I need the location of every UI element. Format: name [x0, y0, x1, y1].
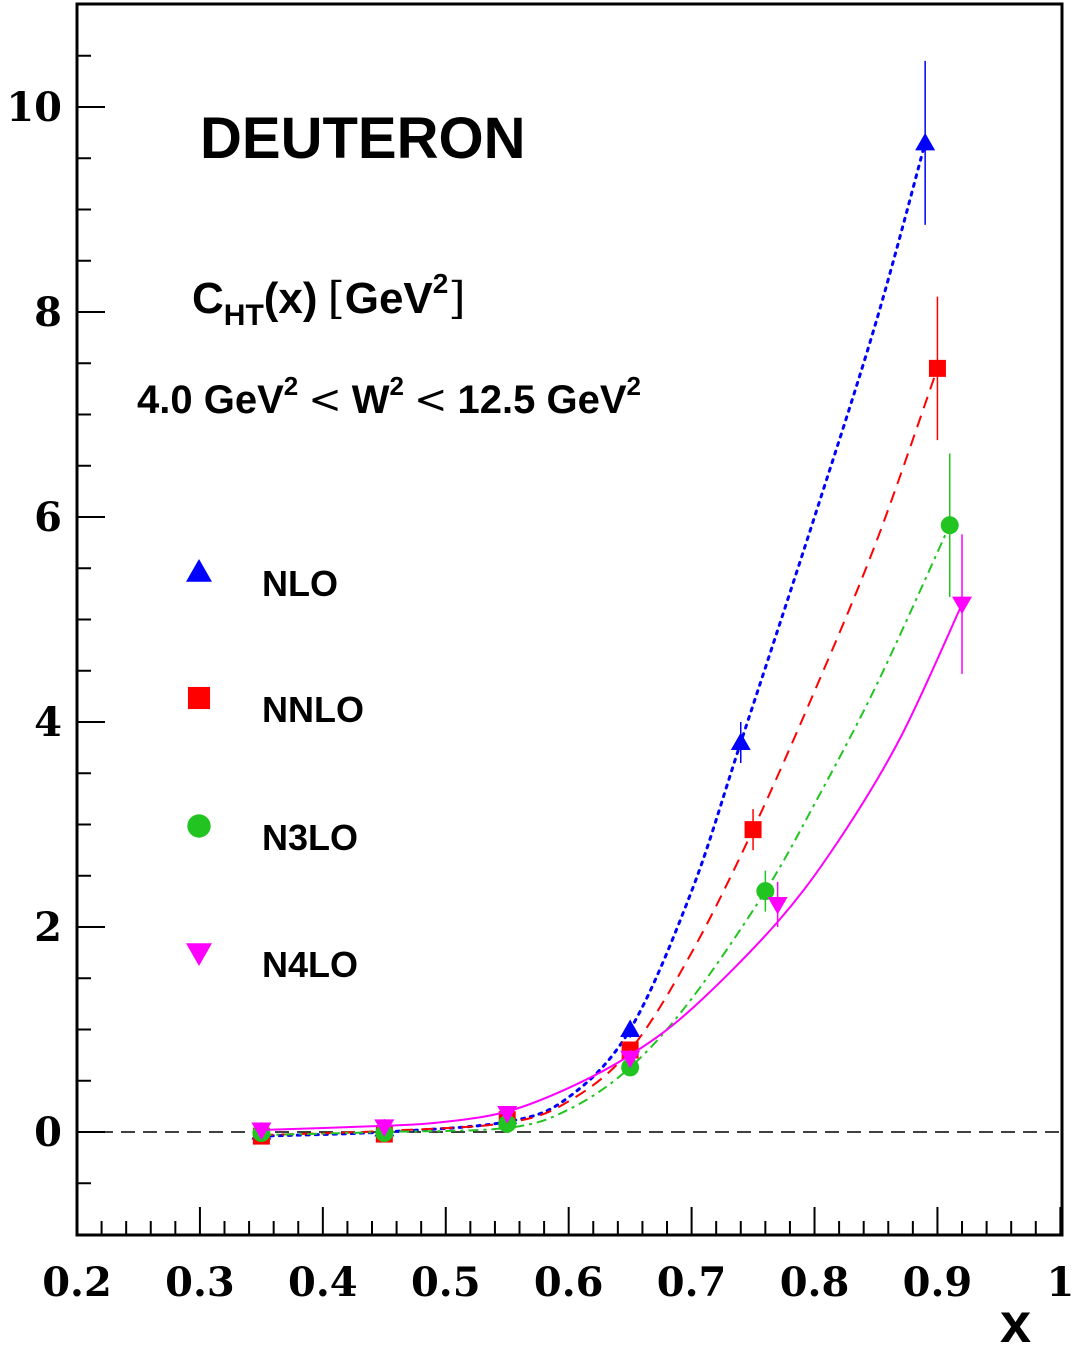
fit-curve-n4lo: [261, 603, 963, 1131]
y-tick-label: 10: [6, 84, 62, 131]
legend-marker-nnlo: [187, 686, 211, 710]
legend-marker-n3lo: [187, 814, 211, 838]
quantity-sub: HT: [224, 299, 264, 332]
y-tick-label: 2: [34, 904, 62, 951]
data-point: [730, 732, 751, 750]
legend: NLO NNLO N3LO N4LO: [186, 559, 364, 985]
chart-title: DEUTERON: [200, 106, 525, 171]
quantity-bracket-close: ]: [448, 273, 465, 324]
x-tick-label: 0.3: [165, 1259, 235, 1306]
legend-label-n4lo: N4LO: [262, 944, 358, 985]
w2-range-label: 4.0 GeV2 < W2 <12.5 GeV2: [137, 371, 641, 423]
range-w: W: [352, 378, 390, 422]
legend-label-nnlo: NNLO: [262, 689, 364, 730]
data-point: [498, 1114, 517, 1133]
annotations: DEUTERON CHT(x) [GeV2] 4.0 GeV2 < W2 <12.5 G…: [137, 106, 1031, 1353]
range-lt2: <: [414, 377, 448, 423]
x-tick-label: 1: [1046, 1259, 1073, 1306]
x-tick-label: 0.9: [903, 1259, 973, 1306]
data-point: [928, 359, 946, 377]
legend-label-nlo: NLO: [262, 563, 338, 604]
data-point: [767, 896, 788, 915]
legend-marker-n4lo: [186, 943, 212, 966]
range-hi-val: 12.5 GeV: [458, 378, 627, 422]
x-tick-label: 0.6: [534, 1259, 604, 1306]
legend-marker-nlo: [186, 559, 212, 582]
data-point: [915, 132, 936, 151]
axes-layer: [75, 2, 1064, 1237]
x-tick-label: 0.5: [411, 1259, 481, 1306]
series-n3lo: [252, 453, 959, 1143]
range-lt1: <: [308, 377, 342, 423]
quantity-label: CHT(x) [GeV2]: [192, 268, 466, 332]
data-point: [744, 821, 762, 839]
quantity-unit-sup: 2: [433, 268, 449, 299]
x-tick-label: 0.8: [780, 1259, 850, 1306]
range-w-sup: 2: [390, 371, 404, 401]
series-layer: [251, 60, 973, 1145]
y-tick-label: 4: [34, 699, 62, 746]
data-point: [620, 1050, 641, 1069]
x-tick-label: 0.4: [288, 1259, 358, 1306]
y-tick-label: 0: [34, 1109, 62, 1156]
range-lo-val: 4.0 GeV: [137, 378, 284, 422]
quantity-main: C: [192, 274, 224, 323]
fit-curve-nlo: [259, 141, 927, 1138]
x-tick-label: 0.7: [657, 1259, 727, 1306]
data-point: [940, 516, 959, 535]
quantity-unit-main: GeV: [345, 274, 434, 323]
quantity-bracket-open: [: [328, 273, 345, 324]
data-point: [497, 1106, 518, 1124]
fit-curve-nnlo: [261, 368, 939, 1137]
x-tick-label: 0.2: [42, 1259, 112, 1306]
quantity-arg: (x): [264, 274, 318, 323]
range-lo-sup: 2: [284, 371, 298, 401]
fit-curve-n3lo: [261, 524, 951, 1137]
plot-frame: [75, 2, 1064, 1237]
legend-label-n3lo: N3LO: [262, 817, 358, 858]
data-point: [756, 882, 775, 901]
y-tick-label: 8: [34, 289, 62, 336]
data-point: [620, 1019, 641, 1037]
data-point: [952, 596, 973, 615]
data-point: [251, 1122, 272, 1140]
series-n4lo: [251, 534, 973, 1140]
y-tick-label: 6: [34, 494, 62, 541]
data-point: [374, 1119, 395, 1137]
x-axis-label: x: [1000, 1291, 1031, 1353]
range-hi-sup: 2: [627, 371, 641, 401]
